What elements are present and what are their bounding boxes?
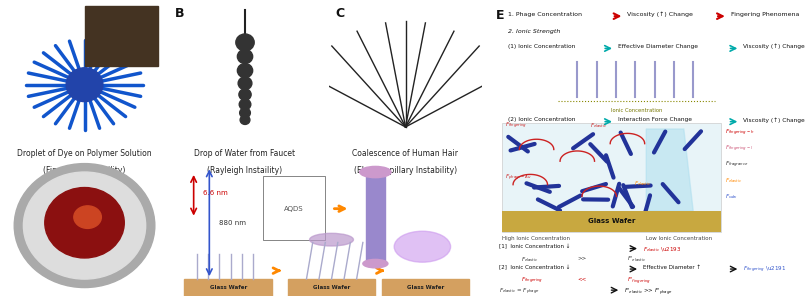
Text: $F_{fingering}$ \u2191: $F_{fingering}$ \u2191	[744, 265, 787, 275]
Bar	[263, 176, 325, 240]
Text: 1. Phage Concentration: 1. Phage Concentration	[508, 12, 582, 17]
Text: Fingering Phenomena: Fingering Phenomena	[731, 12, 799, 17]
Text: 6.6 nm: 6.6 nm	[203, 190, 228, 196]
Circle shape	[238, 49, 253, 64]
Circle shape	[238, 77, 252, 90]
Ellipse shape	[310, 233, 354, 246]
Text: $F_{vdw}$: $F_{vdw}$	[724, 192, 738, 201]
Circle shape	[240, 108, 251, 118]
Text: Low Ionic Concentration: Low Ionic Concentration	[646, 236, 712, 241]
Circle shape	[67, 68, 103, 102]
Polygon shape	[646, 129, 693, 211]
Text: Glass Wafer: Glass Wafer	[407, 285, 444, 290]
Text: >>: >>	[577, 255, 586, 260]
Bar	[184, 279, 272, 296]
Ellipse shape	[15, 164, 155, 288]
Text: (Fingering Instability): (Fingering Instability)	[43, 167, 126, 176]
Ellipse shape	[394, 231, 451, 262]
Text: [2]  Ionic Concentration ↓: [2] Ionic Concentration ↓	[499, 265, 570, 270]
Text: High Ionic Concentration: High Ionic Concentration	[502, 236, 570, 241]
Text: (1) Ionic Concentration: (1) Ionic Concentration	[508, 44, 576, 49]
Text: $F'_{elastic}$ >> $F'_{phage}$: $F'_{elastic}$ >> $F'_{phage}$	[624, 286, 673, 297]
Text: $F_{elastic}$: $F_{elastic}$	[590, 121, 607, 130]
Bar	[366, 176, 384, 261]
Text: D: D	[15, 159, 24, 172]
Ellipse shape	[24, 172, 146, 279]
Text: $F_{fingering}$: $F_{fingering}$	[505, 121, 527, 132]
Text: Viscosity (↑) Change: Viscosity (↑) Change	[744, 44, 805, 49]
Text: B: B	[174, 7, 184, 20]
Text: Effective Diameter ↑: Effective Diameter ↑	[643, 265, 701, 270]
Text: AQDS: AQDS	[284, 206, 304, 212]
Text: $F_{fingering}$: $F_{fingering}$	[521, 276, 543, 286]
Text: (2) Ionic Concentration: (2) Ionic Concentration	[508, 117, 576, 122]
Text: (Elastocapillary Instability): (Elastocapillary Instability)	[354, 167, 457, 176]
Text: A: A	[15, 7, 24, 20]
Text: 2. Ionic Strength: 2. Ionic Strength	[508, 29, 560, 34]
Circle shape	[239, 99, 251, 110]
Circle shape	[236, 34, 254, 51]
Text: $F_{fingering-h}$: $F_{fingering-h}$	[724, 128, 754, 138]
Text: <<: <<	[577, 276, 586, 281]
Text: Effective Diameter Change: Effective Diameter Change	[618, 44, 698, 49]
Ellipse shape	[363, 259, 388, 268]
Bar	[502, 123, 722, 231]
Bar	[502, 211, 722, 231]
Text: Coalescence of Human Hair: Coalescence of Human Hair	[353, 150, 458, 158]
Circle shape	[238, 64, 253, 78]
Circle shape	[239, 89, 251, 100]
Text: 880 nm: 880 nm	[219, 220, 246, 226]
Ellipse shape	[74, 206, 101, 228]
Text: $F_{elastic}$: $F_{elastic}$	[724, 176, 742, 185]
Text: $F_{fingering-l}$: $F_{fingering-l}$	[724, 144, 753, 154]
Text: $F_{elastic}$: $F_{elastic}$	[521, 255, 539, 264]
Text: Droplet of Dye on Polymer Solution: Droplet of Dye on Polymer Solution	[17, 150, 152, 158]
Text: Interaction Force Change: Interaction Force Change	[618, 117, 692, 122]
Text: C: C	[335, 7, 345, 20]
Text: Drop of Water from Faucet: Drop of Water from Faucet	[195, 150, 295, 158]
Text: $F_{elastic}$: $F_{elastic}$	[633, 179, 651, 187]
Text: Glass Wafer: Glass Wafer	[209, 285, 247, 290]
Text: Glass Wafer: Glass Wafer	[313, 285, 350, 290]
Text: $F'_{elastic}$: $F'_{elastic}$	[628, 255, 646, 264]
Bar	[288, 279, 375, 296]
Text: Viscosity (↑) Change: Viscosity (↑) Change	[744, 117, 805, 123]
Text: $F_{fragrance}$: $F_{fragrance}$	[724, 160, 749, 170]
Text: $F_{phage-Au}$: $F_{phage-Au}$	[505, 173, 532, 183]
Text: $F_{elastic}$ \u2193: $F_{elastic}$ \u2193	[643, 245, 681, 254]
Text: Glass Wafer: Glass Wafer	[588, 218, 636, 224]
Text: $F'_{fingering}$: $F'_{fingering}$	[628, 276, 651, 286]
Text: E: E	[496, 9, 504, 22]
Bar	[84, 6, 158, 66]
Circle shape	[240, 115, 250, 124]
Text: Viscosity (↑) Change: Viscosity (↑) Change	[628, 12, 693, 17]
Text: $F_{elastic}$ = $F_{phage}$: $F_{elastic}$ = $F_{phage}$	[499, 286, 540, 297]
Text: (Rayleigh Instaility): (Rayleigh Instaility)	[208, 167, 282, 176]
Ellipse shape	[45, 187, 124, 258]
Text: [1]  Ionic Concentration ↓: [1] Ionic Concentration ↓	[499, 245, 570, 250]
Ellipse shape	[360, 167, 391, 178]
Bar	[382, 279, 470, 296]
Text: Ionic Concentration: Ionic Concentration	[611, 109, 663, 114]
